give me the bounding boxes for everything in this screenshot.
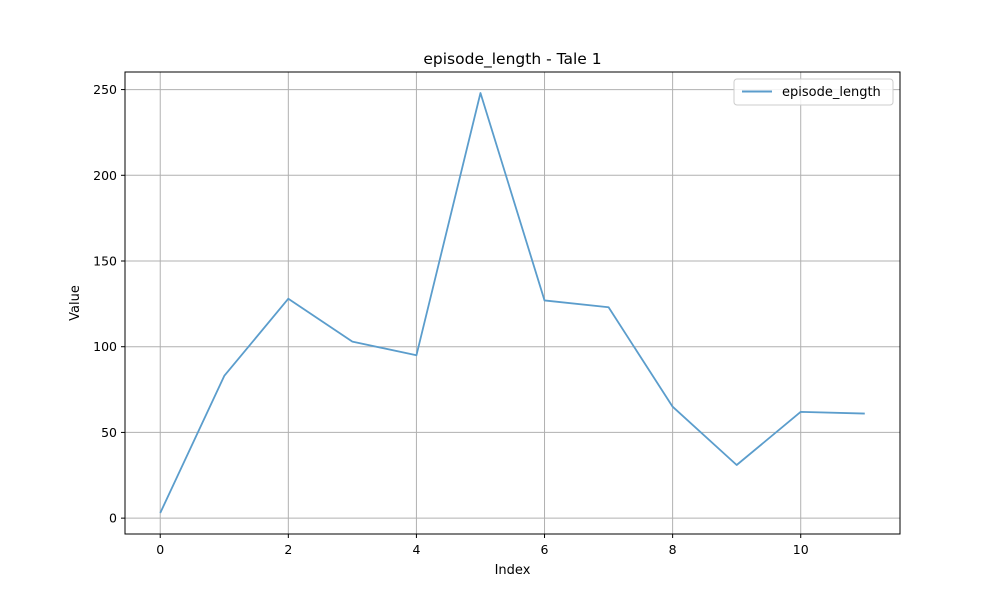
data-point <box>543 299 546 302</box>
legend-entry-episode-length: episode_length <box>782 85 881 100</box>
data-point <box>479 92 482 95</box>
series-layer <box>159 92 866 515</box>
data-point <box>799 410 802 413</box>
y-tick-label: 250 <box>93 82 117 97</box>
data-point <box>415 354 418 357</box>
x-tick-label: 4 <box>412 542 420 557</box>
x-tick-label: 2 <box>284 542 292 557</box>
y-tick-label: 100 <box>93 339 117 354</box>
data-point <box>863 412 866 415</box>
data-point <box>735 464 738 467</box>
data-point <box>287 297 290 300</box>
x-tick-label: 8 <box>669 542 677 557</box>
legend-box <box>733 78 894 106</box>
y-tick-label: 150 <box>93 254 117 269</box>
data-point <box>671 405 674 408</box>
chart-title: episode_length - Tale 1 <box>423 50 601 69</box>
y-axis-label: Value <box>68 285 83 321</box>
y-tick-label: 50 <box>101 425 117 440</box>
x-tick-label: 0 <box>156 542 164 557</box>
data-point <box>351 340 354 343</box>
y-tick-label: 0 <box>109 511 117 526</box>
data-point <box>607 306 610 309</box>
x-axis-label: Index <box>495 563 531 578</box>
data-point <box>223 374 226 377</box>
x-tick-label: 10 <box>793 542 809 557</box>
plot-frame <box>124 71 901 535</box>
grid <box>125 72 900 534</box>
data-point <box>159 512 162 515</box>
series-line-episode-length <box>159 92 865 514</box>
y-tick-label: 200 <box>93 168 117 183</box>
legend: episode_length <box>733 78 894 106</box>
x-tick-label: 6 <box>541 542 549 557</box>
